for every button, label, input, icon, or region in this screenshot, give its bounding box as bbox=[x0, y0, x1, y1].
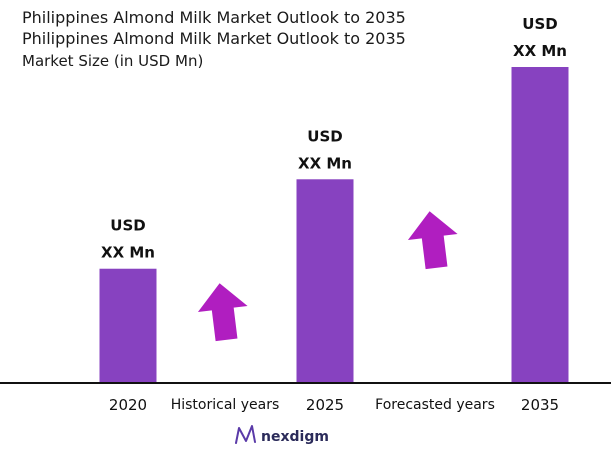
logo-text: nexdigm bbox=[261, 429, 329, 445]
value-label-2035-line-1: USD bbox=[522, 15, 557, 33]
chart-title-line-1: Philippines Almond Milk Market Outlook t… bbox=[22, 8, 406, 27]
value-label-2020-line-1: USD bbox=[110, 217, 145, 235]
growth-arrow-forecast-icon bbox=[407, 211, 458, 270]
bars-group bbox=[99, 67, 569, 383]
period-label-2: Forecasted years bbox=[375, 397, 495, 413]
chart-subtitle: Market Size (in USD Mn) bbox=[22, 52, 203, 70]
value-label-2025-line-1: USD bbox=[307, 127, 342, 145]
labels-group: USD XX Mn 2020 USD XX Mn 2025 USD XX Mn 2035 Hist… bbox=[101, 15, 567, 414]
bar-2035 bbox=[511, 67, 569, 383]
value-label-2025-line-2: XX Mn bbox=[298, 154, 352, 172]
value-label-2035-line-2: XX Mn bbox=[513, 42, 567, 60]
category-label-2035: 2035 bbox=[521, 396, 559, 414]
growth-arrow-historical-icon bbox=[197, 283, 248, 342]
category-label-2025: 2025 bbox=[306, 396, 344, 414]
arrows-group bbox=[197, 211, 458, 342]
category-label-2020: 2020 bbox=[109, 396, 147, 414]
nexdigm-wave-icon bbox=[235, 425, 256, 444]
value-label-2020-line-2: XX Mn bbox=[101, 244, 155, 262]
nexdigm-logo: nexdigm bbox=[235, 425, 329, 445]
bar-2025 bbox=[296, 179, 354, 383]
period-label-1: Historical years bbox=[171, 397, 280, 413]
chart-title-line-2: Philippines Almond Milk Market Outlook t… bbox=[22, 29, 406, 48]
bar-2020 bbox=[99, 268, 157, 383]
